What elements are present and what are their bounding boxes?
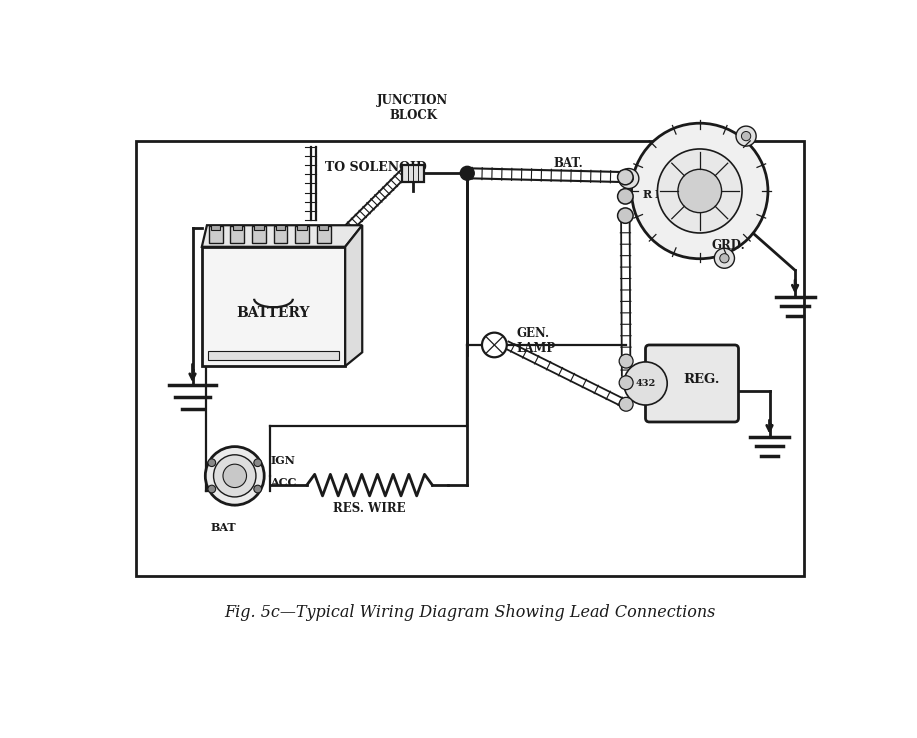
Bar bbox=[211, 225, 220, 230]
Bar bbox=[403, 165, 424, 182]
Circle shape bbox=[678, 169, 722, 213]
Text: REG.: REG. bbox=[683, 373, 720, 386]
Bar bbox=[233, 225, 242, 230]
Circle shape bbox=[619, 376, 633, 390]
Circle shape bbox=[254, 459, 261, 466]
Circle shape bbox=[214, 455, 256, 497]
Circle shape bbox=[742, 131, 751, 141]
Circle shape bbox=[736, 126, 757, 146]
Text: GRD.: GRD. bbox=[712, 238, 746, 252]
Text: F: F bbox=[655, 188, 663, 199]
Circle shape bbox=[624, 174, 634, 183]
Bar bbox=[252, 226, 266, 243]
Bar bbox=[230, 226, 244, 243]
Circle shape bbox=[205, 446, 264, 505]
Polygon shape bbox=[345, 225, 362, 366]
Polygon shape bbox=[202, 225, 362, 246]
Text: IGN: IGN bbox=[271, 455, 295, 466]
Bar bbox=[319, 225, 328, 230]
Circle shape bbox=[223, 464, 247, 488]
Bar bbox=[295, 226, 309, 243]
Bar bbox=[297, 225, 306, 230]
Circle shape bbox=[714, 248, 735, 269]
Bar bbox=[208, 351, 339, 360]
Text: ACC: ACC bbox=[271, 477, 297, 488]
Bar bbox=[276, 225, 285, 230]
Text: BAT.: BAT. bbox=[553, 156, 582, 170]
Circle shape bbox=[208, 485, 215, 493]
Circle shape bbox=[619, 354, 633, 368]
Circle shape bbox=[208, 459, 215, 466]
Circle shape bbox=[657, 149, 742, 233]
Bar bbox=[316, 226, 331, 243]
Bar bbox=[273, 226, 287, 243]
Text: GEN.
LAMP: GEN. LAMP bbox=[516, 327, 555, 355]
Circle shape bbox=[460, 166, 474, 180]
Text: Fig. 5c—Typical Wiring Diagram Showing Lead Connections: Fig. 5c—Typical Wiring Diagram Showing L… bbox=[225, 604, 715, 621]
Text: R: R bbox=[643, 188, 651, 199]
Text: BAT: BAT bbox=[210, 522, 236, 533]
Circle shape bbox=[482, 333, 507, 357]
Circle shape bbox=[618, 170, 633, 184]
Circle shape bbox=[618, 189, 633, 204]
Circle shape bbox=[624, 362, 668, 405]
Text: BATTERY: BATTERY bbox=[237, 306, 310, 320]
Circle shape bbox=[720, 254, 729, 263]
Text: JUNCTION
BLOCK: JUNCTION BLOCK bbox=[378, 94, 448, 123]
Text: 432: 432 bbox=[635, 379, 656, 388]
Text: TO SOLENOID: TO SOLENOID bbox=[326, 161, 427, 174]
Bar bbox=[209, 226, 223, 243]
Circle shape bbox=[632, 123, 768, 259]
Circle shape bbox=[619, 168, 639, 188]
FancyBboxPatch shape bbox=[646, 345, 738, 422]
Bar bbox=[254, 225, 263, 230]
Circle shape bbox=[618, 208, 633, 224]
Circle shape bbox=[254, 485, 261, 493]
Bar bbox=[202, 246, 345, 366]
Text: RES. WIRE: RES. WIRE bbox=[333, 502, 406, 515]
Bar bbox=[137, 141, 803, 576]
Circle shape bbox=[619, 397, 633, 411]
